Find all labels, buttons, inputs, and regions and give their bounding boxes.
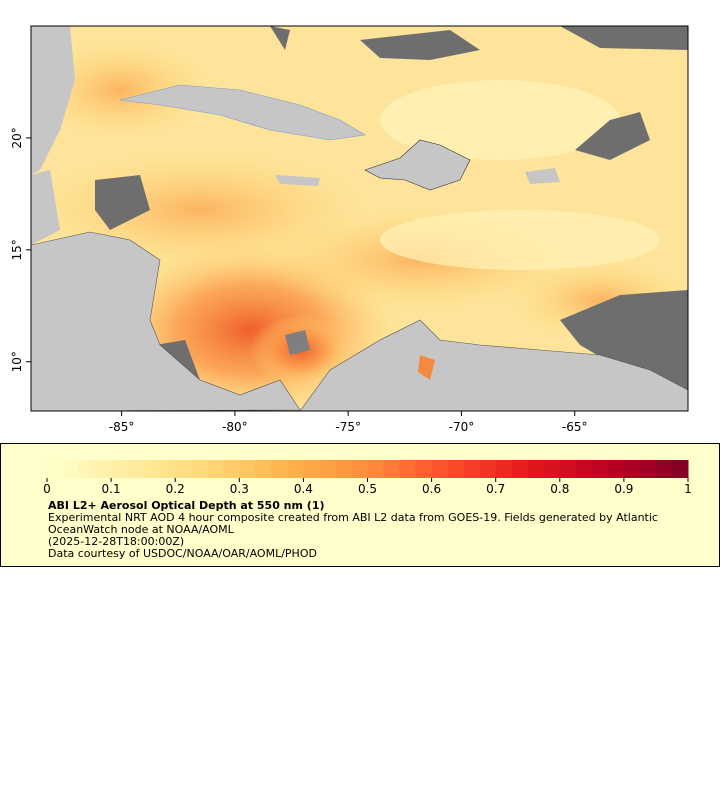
colorbar-tick-label: 0 <box>43 482 51 496</box>
colorbar-cell <box>335 460 352 478</box>
colorbar-tick-label: 0.8 <box>550 482 569 496</box>
colorbar-cell <box>591 460 609 478</box>
colorbar-cell <box>559 460 577 478</box>
colorbar-cell <box>127 460 144 478</box>
colorbar-cell <box>175 460 192 478</box>
colorbar-cell <box>399 460 417 478</box>
legend-description: Experimental NRT AOD 4 hour composite cr… <box>48 511 658 536</box>
colorbar-tick-label: 0.2 <box>166 482 185 496</box>
colorbar-cell <box>79 460 96 478</box>
y-tick-label: 10° <box>10 351 24 372</box>
colorbar-cell <box>351 460 368 478</box>
colorbar-cell <box>463 460 481 478</box>
colorbar-cell <box>383 460 401 478</box>
colorbar-tick-label: 0.6 <box>422 482 441 496</box>
colorbar-tick-label: 0.5 <box>358 482 377 496</box>
legend-credit: Data courtesy of USDOC/NOAA/OAR/AOML/PHO… <box>48 547 317 560</box>
colorbar-cell <box>495 460 513 478</box>
legend-time: (2025-12-28T18:00:00Z) <box>48 535 185 548</box>
y-tick-label: 20° <box>10 127 24 148</box>
colorbar-cell <box>415 460 433 478</box>
colorbar-cell <box>431 460 449 478</box>
map-frame <box>30 25 689 412</box>
x-tick-label: -75° <box>335 420 361 434</box>
colorbar-cell <box>671 460 689 478</box>
colorbar-cell <box>287 460 304 478</box>
colorbar-cell <box>191 460 208 478</box>
colorbar-cell <box>511 460 529 478</box>
colorbar-cell <box>543 460 561 478</box>
colorbar-cell <box>255 460 272 478</box>
colorbar-cell <box>47 460 64 478</box>
colorbar-cell <box>207 460 224 478</box>
colorbar-cell <box>655 460 673 478</box>
colorbar-cell <box>303 460 320 478</box>
colorbar-cell <box>575 460 593 478</box>
colorbar-cell <box>159 460 176 478</box>
y-tick-label: 15° <box>10 239 24 260</box>
colorbar-cell <box>367 460 385 478</box>
colorbar-cell <box>527 460 545 478</box>
x-tick-label: -70° <box>449 420 475 434</box>
x-tick-label: -65° <box>562 420 588 434</box>
colorbar-cell <box>271 460 288 478</box>
legend-text: ABI L2+ Aerosol Optical Depth at 550 nm … <box>48 500 688 560</box>
colorbar-tick-label: 1 <box>684 482 692 496</box>
colorbar-tick-label: 0.1 <box>102 482 121 496</box>
colorbar-cell <box>447 460 465 478</box>
colorbar-tick-label: 0.7 <box>486 482 505 496</box>
colorbar-cell <box>239 460 256 478</box>
colorbar-cell <box>479 460 497 478</box>
colorbar-cell <box>63 460 80 478</box>
colorbar-cell <box>223 460 240 478</box>
colorbar-cell <box>143 460 160 478</box>
colorbar-tick-label: 0.4 <box>294 482 313 496</box>
colorbar-cell <box>95 460 112 478</box>
colorbar-tick-label: 0.9 <box>614 482 633 496</box>
colorbar-cell <box>639 460 657 478</box>
colorbar-cell <box>607 460 625 478</box>
colorbar-tick-label: 0.3 <box>230 482 249 496</box>
legend-title: ABI L2+ Aerosol Optical Depth at 550 nm … <box>48 499 325 512</box>
map-image <box>31 26 688 411</box>
colorbar-cell <box>623 460 641 478</box>
colorbar-cell <box>111 460 128 478</box>
x-tick-label: -85° <box>109 420 135 434</box>
colorbar-cell <box>319 460 336 478</box>
x-tick-label: -80° <box>222 420 248 434</box>
